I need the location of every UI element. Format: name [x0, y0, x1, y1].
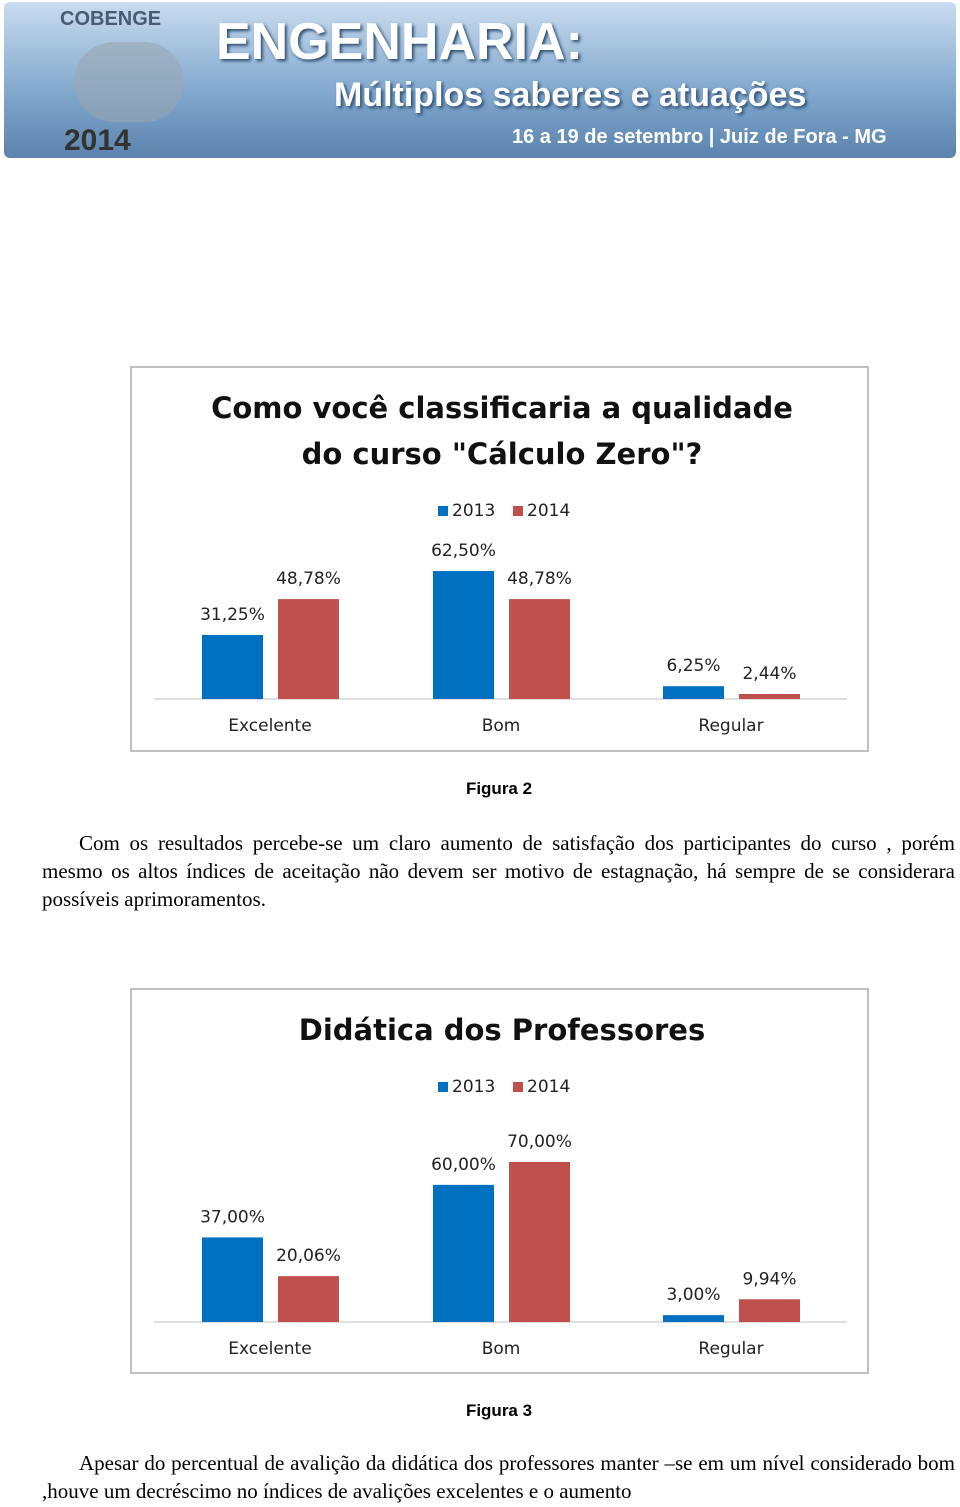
event: COBENGE: [60, 8, 162, 30]
chart-title: Didática dos Professores: [298, 1013, 706, 1047]
value-label: 20,06%: [276, 1246, 341, 1266]
bar: [278, 599, 339, 699]
value-label: 62,50%: [431, 541, 496, 561]
bar: [433, 571, 494, 699]
banner-title: ENGENHARIA:: [216, 13, 583, 71]
category-label: Bom: [482, 1339, 521, 1359]
value-label: 48,78%: [276, 569, 341, 589]
bar: [202, 1237, 263, 1322]
banner-subtitle: Múltiplos saberes e atuações: [334, 76, 807, 114]
value-label: 6,25%: [666, 656, 720, 676]
value-label: 2,44%: [742, 664, 796, 684]
value-label: 37,00%: [200, 1207, 265, 1227]
paragraph: Com os resultados percebe-se um claro au…: [42, 831, 955, 911]
year: 2014: [64, 124, 131, 157]
category-label: Regular: [698, 716, 763, 736]
bar: [663, 1315, 724, 1322]
chart: Como você classificaria a qualidade do c…: [130, 366, 869, 752]
banner: COBENGE 2014 ENGENHARIA: Múltiplos saber…: [4, 2, 956, 158]
value-label: 31,25%: [200, 605, 265, 625]
value-label: 60,00%: [431, 1155, 496, 1175]
bar: [739, 1299, 800, 1322]
category-label: Bom: [482, 716, 521, 736]
legend-swatch: [438, 1082, 448, 1092]
legend-label: 2014: [527, 501, 570, 521]
legend-label: 2014: [527, 1077, 570, 1097]
legend-label: 2013: [452, 1077, 495, 1097]
value-label: 48,78%: [507, 569, 572, 589]
legend-swatch: [513, 1082, 523, 1092]
chart-svg: 2013 2014 Excelente 37,00% 20,06% Bom 60,00% 70…: [154, 1077, 847, 1359]
bar: [663, 686, 724, 699]
bar: [739, 694, 800, 699]
bar: [278, 1276, 339, 1322]
value-label: 70,00%: [507, 1132, 572, 1152]
legend-swatch: [438, 506, 448, 516]
bar: [509, 1162, 570, 1322]
chart-svg: 2013 2014 Excelente 31,25% 48,78% Bom 62,50% 48…: [154, 501, 847, 736]
category-label: Regular: [698, 1339, 763, 1359]
bar: [433, 1184, 494, 1322]
logo: [74, 42, 184, 122]
chart-title: Como você classificaria a qualidade do c…: [211, 391, 793, 471]
category-label: Excelente: [228, 716, 311, 736]
paragraph: Apesar do percentual de avalição da didá…: [42, 1451, 955, 1503]
caption: Figura 3: [465, 1401, 533, 1420]
chart: Didática dos Professores 2013 2014 Excelen…: [130, 988, 869, 1374]
legend-swatch: [513, 506, 523, 516]
value-label: 9,94%: [742, 1269, 796, 1289]
banner-dates: 16 a 19 de setembro | Juiz de Fora - MG: [512, 126, 887, 148]
category-label: Excelente: [228, 1339, 311, 1359]
value-label: 3,00%: [666, 1285, 720, 1305]
bar: [509, 599, 570, 699]
caption: Figura 2: [465, 779, 533, 798]
bar: [202, 635, 263, 699]
legend-label: 2013: [452, 501, 495, 521]
